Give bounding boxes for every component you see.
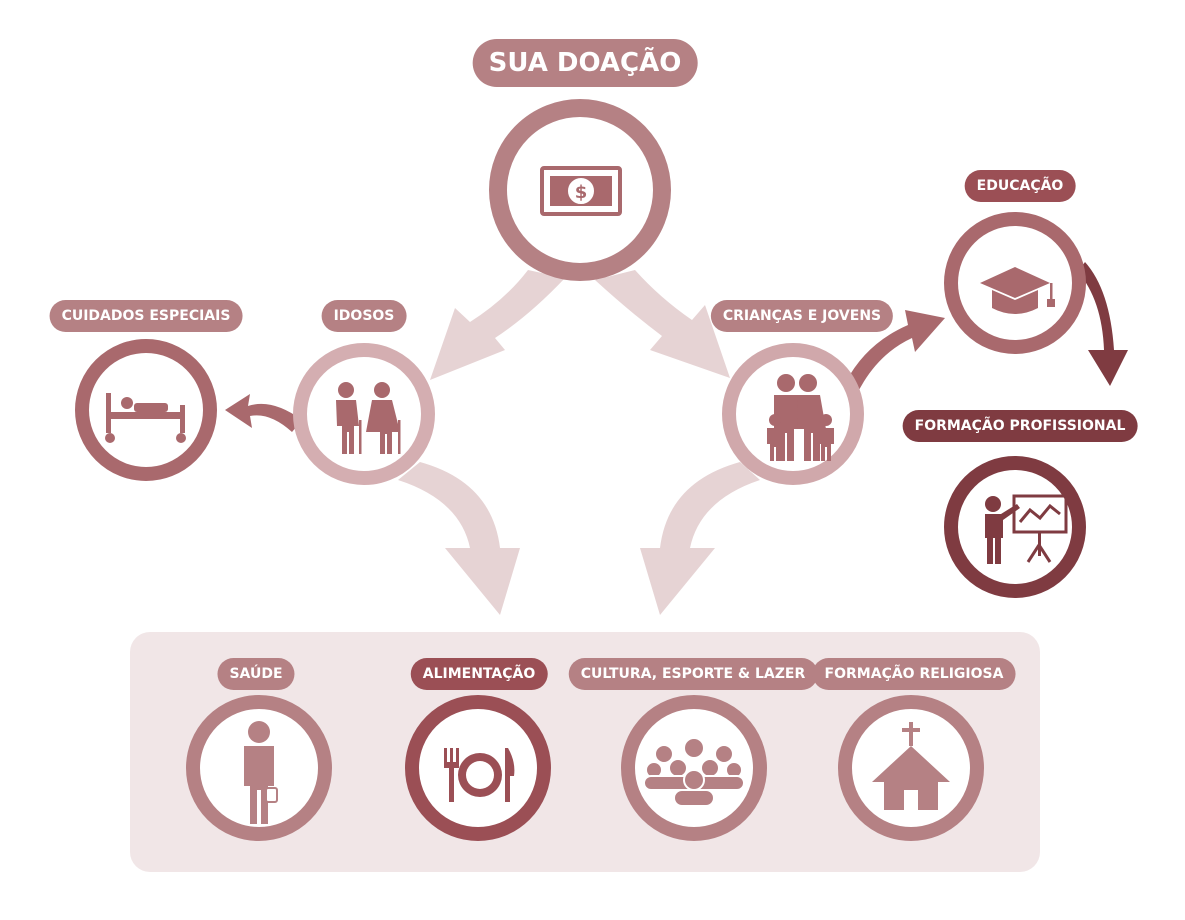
- label-idosos: IDOSOS: [321, 300, 407, 332]
- label-cultura-esporte-lazer: CULTURA, ESPORTE & LAZER: [568, 658, 818, 690]
- plate-cutlery-icon: [444, 748, 515, 802]
- flow-arrows-light: [398, 270, 760, 615]
- doctor-icon: [244, 721, 278, 824]
- ring-cultura: [621, 695, 767, 841]
- label-formacao-profissional: FORMAÇÃO PROFISSIONAL: [902, 410, 1138, 442]
- arrow-idosos-to-bottom: [398, 462, 520, 615]
- family-icon: [767, 374, 834, 461]
- graduation-cap-icon: [980, 267, 1055, 314]
- arrow-idosos-to-cuidados: [225, 394, 302, 432]
- crowd-icon: [643, 737, 745, 807]
- arrow-criancas-to-educacao: [842, 310, 945, 398]
- flow-arrows-dark: [225, 262, 1128, 432]
- page-title: SUA DOAÇÃO: [472, 39, 698, 87]
- bottom-panel: [130, 632, 1040, 872]
- ring-idosos: [293, 343, 435, 485]
- label-formacao-religiosa: FORMAÇÃO RELIGIOSA: [812, 658, 1016, 690]
- church-icon: [872, 722, 950, 810]
- hospital-bed-icon: [105, 393, 186, 443]
- label-alimentacao: ALIMENTAÇÃO: [410, 658, 548, 690]
- node-rings: [75, 99, 1086, 841]
- label-cuidados-especiais: CUIDADOS ESPECIAIS: [49, 300, 243, 332]
- label-saude: SAÚDE: [217, 658, 295, 690]
- label-educacao: EDUCAÇÃO: [964, 170, 1076, 202]
- label-criancas-jovens: CRIANÇAS E JOVENS: [710, 300, 894, 332]
- banknote-icon: $: [540, 166, 622, 216]
- arrow-doacao-to-criancas: [595, 270, 730, 378]
- presenter-board-icon: [985, 494, 1068, 564]
- arrow-educacao-to-formacao: [1078, 262, 1128, 386]
- elderly-couple-icon: [336, 382, 401, 454]
- arrow-doacao-to-idosos: [430, 270, 565, 380]
- arrow-criancas-to-bottom: [640, 462, 760, 615]
- svg-text:$: $: [575, 182, 588, 203]
